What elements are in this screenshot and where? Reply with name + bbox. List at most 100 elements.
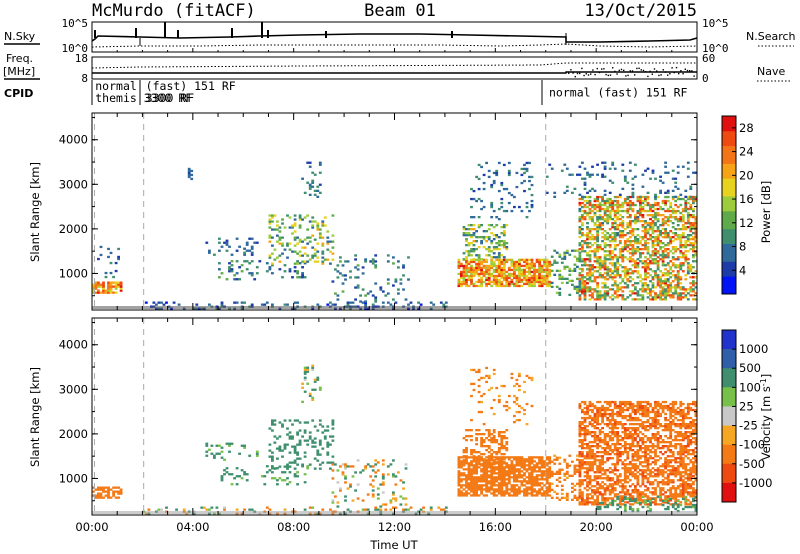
data-cell bbox=[618, 451, 622, 454]
data-cell bbox=[694, 252, 698, 255]
data-cell bbox=[583, 211, 587, 215]
data-cell bbox=[298, 429, 302, 432]
data-cell bbox=[608, 404, 612, 408]
data-cell bbox=[530, 482, 534, 485]
data-cell bbox=[263, 303, 267, 306]
data-cell bbox=[487, 431, 491, 434]
data-cell bbox=[316, 226, 320, 229]
data-cell bbox=[220, 450, 224, 453]
data-cell bbox=[500, 482, 504, 485]
data-cell bbox=[581, 443, 584, 446]
data-cell bbox=[618, 435, 622, 438]
data-cell bbox=[598, 274, 602, 277]
data-cell bbox=[674, 232, 678, 235]
data-cell bbox=[278, 230, 282, 233]
data-cell bbox=[591, 410, 594, 414]
data-cell bbox=[502, 230, 506, 233]
data-cell bbox=[490, 240, 494, 243]
data-cell bbox=[535, 270, 539, 274]
data-cell bbox=[596, 469, 599, 472]
data-cell bbox=[472, 244, 476, 247]
data-cell bbox=[694, 240, 698, 243]
data-cell bbox=[102, 289, 105, 292]
data-cell bbox=[596, 298, 599, 301]
data-cell bbox=[99, 486, 103, 489]
data-cell bbox=[646, 258, 650, 261]
data-cell bbox=[502, 256, 506, 259]
data-cell bbox=[634, 220, 637, 223]
data-cell bbox=[596, 290, 599, 293]
data-cell bbox=[518, 464, 521, 467]
data-cell bbox=[513, 260, 516, 264]
data-cell bbox=[480, 474, 483, 477]
data-cell bbox=[528, 280, 531, 284]
data-cell bbox=[639, 201, 642, 205]
data-cell bbox=[495, 480, 499, 483]
data-cell bbox=[497, 486, 501, 489]
data-cell bbox=[646, 288, 650, 291]
data-cell bbox=[545, 175, 549, 178]
data-cell bbox=[510, 468, 514, 471]
data-cell bbox=[500, 272, 504, 276]
data-cell bbox=[313, 173, 317, 176]
data-cell bbox=[318, 467, 322, 470]
data-cell bbox=[679, 240, 683, 243]
data-cell bbox=[661, 282, 665, 285]
data-cell bbox=[351, 475, 355, 478]
data-cell bbox=[601, 404, 604, 408]
data-cell bbox=[119, 289, 123, 292]
data-cell bbox=[626, 274, 630, 277]
data-cell bbox=[520, 470, 524, 473]
data-cell bbox=[210, 506, 214, 509]
data-cell bbox=[518, 470, 521, 473]
data-cell bbox=[336, 270, 340, 273]
data-cell bbox=[543, 490, 546, 493]
data-cell bbox=[628, 214, 632, 217]
data-cell bbox=[598, 246, 602, 249]
data-cell bbox=[596, 209, 599, 213]
data-cell bbox=[664, 234, 667, 237]
data-cell bbox=[606, 447, 610, 450]
data-cell bbox=[583, 503, 587, 506]
data-cell bbox=[588, 421, 592, 424]
data-cell bbox=[676, 205, 680, 209]
data-cell bbox=[621, 491, 625, 494]
data-cell bbox=[578, 467, 582, 470]
data-cell bbox=[533, 484, 536, 487]
data-cell bbox=[470, 264, 473, 268]
data-cell bbox=[528, 480, 531, 483]
data-cell bbox=[303, 191, 307, 194]
data-cell bbox=[586, 171, 589, 174]
data-cell bbox=[586, 404, 589, 408]
data-cell bbox=[119, 283, 123, 286]
data-cell bbox=[291, 232, 294, 235]
data-cell bbox=[591, 416, 594, 420]
data-cell bbox=[457, 480, 461, 483]
data-cell bbox=[278, 447, 282, 450]
colorbar-segment bbox=[722, 190, 736, 194]
data-cell bbox=[513, 205, 516, 209]
data-cell bbox=[593, 455, 597, 458]
data-cell bbox=[628, 294, 632, 297]
data-cell bbox=[313, 189, 317, 192]
data-cell bbox=[596, 276, 599, 279]
data-cell bbox=[482, 230, 486, 233]
data-cell bbox=[381, 503, 385, 506]
data-cell bbox=[298, 216, 302, 219]
data-cell bbox=[477, 256, 481, 259]
data-cell bbox=[477, 216, 481, 219]
data-cell bbox=[306, 443, 310, 446]
data-cell bbox=[626, 408, 630, 412]
data-cell bbox=[366, 292, 370, 295]
data-cell bbox=[281, 479, 284, 482]
data-cell bbox=[528, 456, 531, 459]
data-cell bbox=[578, 491, 582, 494]
data-cell bbox=[684, 288, 688, 291]
data-cell bbox=[271, 457, 274, 460]
data-cell bbox=[548, 284, 552, 288]
data-cell bbox=[623, 197, 627, 201]
data-cell bbox=[502, 472, 506, 475]
data-cell bbox=[502, 272, 506, 276]
data-cell bbox=[518, 474, 521, 477]
data-cell bbox=[654, 224, 657, 227]
